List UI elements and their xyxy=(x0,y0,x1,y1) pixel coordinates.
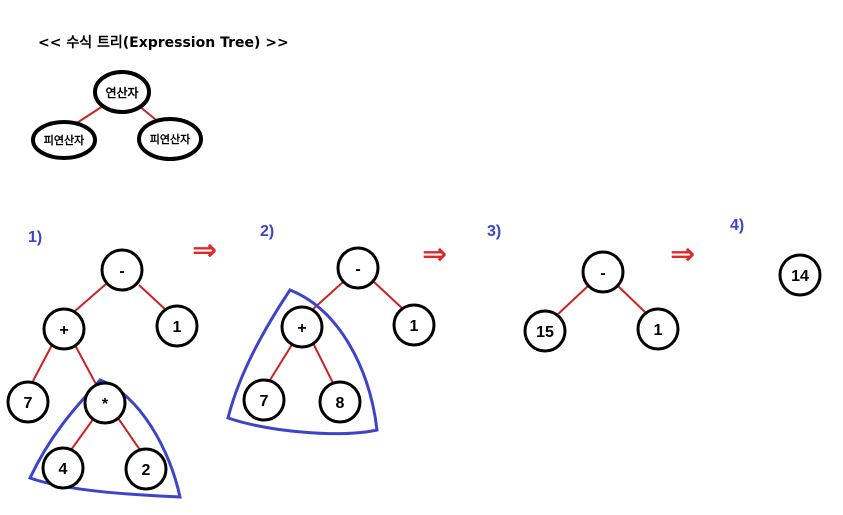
edge xyxy=(555,285,589,317)
legend-operator-label: 연산자 xyxy=(105,85,138,100)
node-root-minus xyxy=(581,250,625,294)
node-one-label: 1 xyxy=(410,318,419,335)
tree-step-2: - + 1 7 8 xyxy=(226,246,436,436)
transform-arrow-2: ⇒ xyxy=(422,237,448,272)
node-seven xyxy=(6,380,50,424)
tree-step-3: - 15 1 xyxy=(523,250,680,353)
node-four xyxy=(41,446,85,490)
edge xyxy=(269,342,294,381)
edge xyxy=(373,281,405,311)
node-root-minus-label: - xyxy=(600,265,605,282)
legend-operand-left-node xyxy=(31,120,97,160)
tree-step-1: - + 1 7 * 4 2 xyxy=(6,248,199,499)
node-two-label: 2 xyxy=(142,462,151,479)
node-eight xyxy=(318,380,362,424)
node-one-label: 1 xyxy=(173,319,182,336)
tree-step-4: 14 xyxy=(778,253,822,297)
edge xyxy=(70,417,95,451)
node-one xyxy=(636,307,680,351)
node-root-minus-label: - xyxy=(119,263,124,280)
node-seven-label: 7 xyxy=(24,395,33,412)
node-fifteen xyxy=(523,309,567,353)
node-root-minus xyxy=(100,248,144,292)
node-fifteen-label: 15 xyxy=(536,324,554,341)
edge xyxy=(617,285,648,315)
node-one xyxy=(155,304,199,348)
node-one xyxy=(392,303,436,347)
legend-operand-left-label: 피연산자 xyxy=(44,133,85,147)
step-label-2: 2) xyxy=(260,223,275,240)
node-root-minus xyxy=(336,246,380,290)
node-plus-label: + xyxy=(297,320,306,337)
node-root-minus-label: - xyxy=(355,261,360,278)
node-result xyxy=(778,253,822,297)
step-label-3: 3) xyxy=(487,223,502,240)
node-plus-label: + xyxy=(59,322,68,339)
node-plus xyxy=(42,307,86,351)
edge xyxy=(138,284,168,312)
edge xyxy=(32,344,53,382)
edge xyxy=(74,344,98,387)
legend-operator-node xyxy=(93,70,151,114)
legend-operand-right-label: 피연산자 xyxy=(150,132,191,146)
node-one-label: 1 xyxy=(654,322,663,339)
legend-operand-right-node xyxy=(137,117,203,161)
highlight-subtree-mult xyxy=(27,378,182,499)
step-label-1: 1) xyxy=(28,229,43,246)
node-two xyxy=(124,447,168,491)
transform-arrow-1: ⇒ xyxy=(192,233,218,268)
diagram-title: << 수식 트리(Expression Tree) >> xyxy=(38,35,289,51)
node-plus xyxy=(280,305,324,349)
node-eight-label: 8 xyxy=(336,395,345,412)
edge xyxy=(74,283,107,312)
highlight-subtree-plus xyxy=(226,288,379,436)
edge xyxy=(117,417,141,451)
node-seven-label: 7 xyxy=(260,393,269,410)
node-seven xyxy=(242,378,286,422)
node-mult xyxy=(83,381,127,425)
node-four-label: 4 xyxy=(59,461,68,478)
node-mult-label: * xyxy=(102,396,109,413)
node-result-label: 14 xyxy=(791,268,809,285)
legend-tree: 연산자 피연산자 피연산자 xyxy=(31,70,203,161)
edge xyxy=(312,342,334,384)
step-label-4: 4) xyxy=(730,217,745,234)
transform-arrow-3: ⇒ xyxy=(670,237,696,272)
